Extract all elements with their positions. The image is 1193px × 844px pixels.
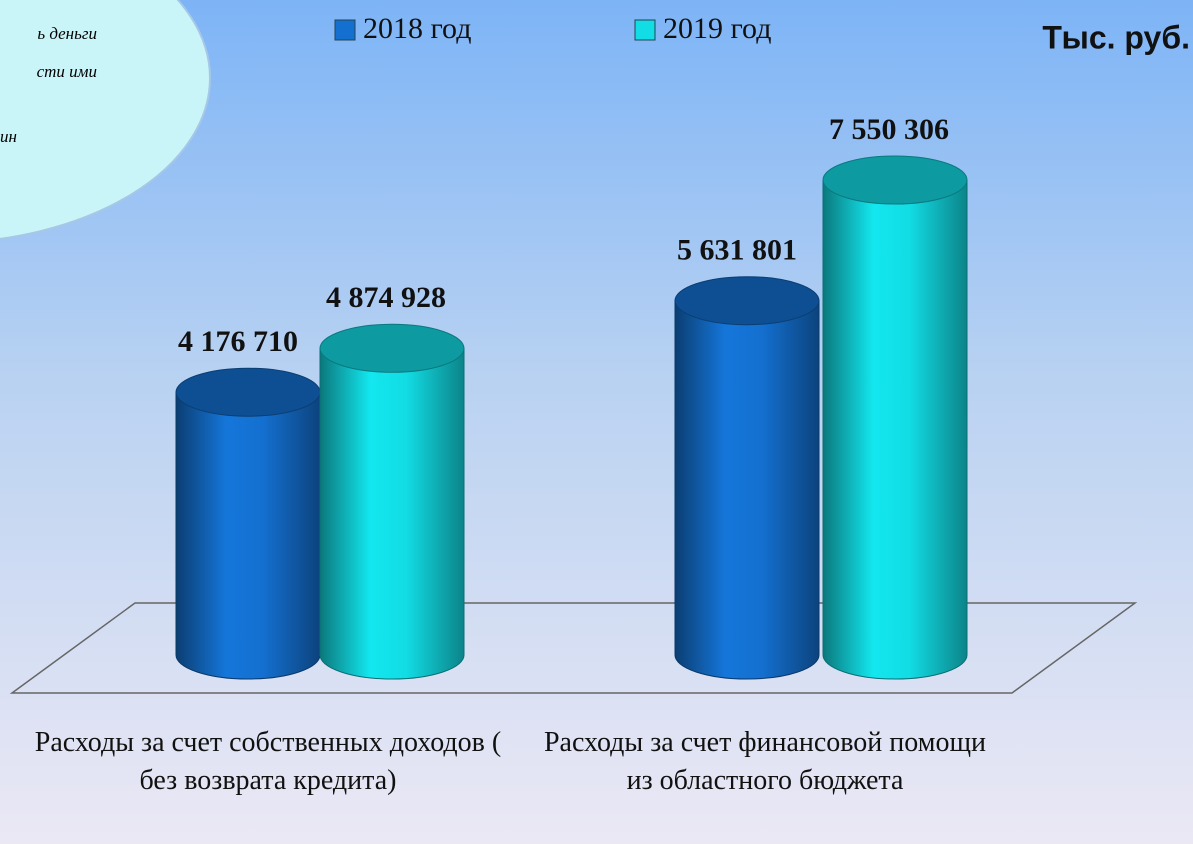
value-label: 7 550 306	[829, 113, 949, 146]
legend-label: 2019 год	[663, 12, 771, 45]
x-tick-label: Расходы за счет финансовой помощи из обл…	[543, 727, 987, 796]
value-label: 4 176 710	[178, 325, 298, 358]
unit-label: Тыс. руб.	[1042, 19, 1190, 55]
cylinder	[175, 391, 321, 680]
cylinder	[674, 300, 820, 680]
legend-swatch	[634, 19, 656, 41]
value-label: 5 631 801	[677, 234, 797, 267]
annotation: сти ими	[37, 62, 97, 81]
legend-label: 2018 год	[363, 12, 471, 45]
cylinder	[822, 179, 968, 680]
annotation: ин	[0, 127, 17, 146]
cylinder-top	[674, 276, 820, 326]
annotation: ь деньги	[37, 24, 97, 43]
cylinder-top	[319, 323, 465, 373]
cylinder	[319, 347, 465, 680]
cylinder-top	[175, 367, 321, 417]
legend-swatch	[334, 19, 356, 41]
cylinder-top	[822, 155, 968, 205]
callout-bubble	[0, 0, 211, 240]
x-tick-label: Расходы за счет собственных доходов ( бе…	[34, 727, 502, 796]
value-label: 4 874 928	[326, 281, 446, 314]
